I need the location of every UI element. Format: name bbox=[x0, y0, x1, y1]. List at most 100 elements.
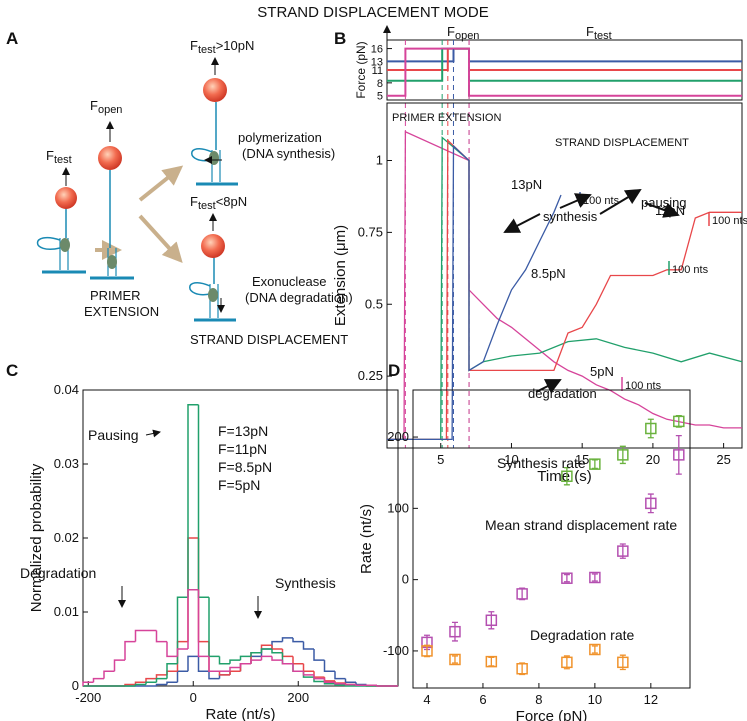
error-bar bbox=[647, 493, 654, 514]
histogram-step bbox=[197, 538, 209, 643]
histogram-step bbox=[166, 681, 178, 685]
histogram-step bbox=[334, 682, 346, 685]
histogram-step bbox=[281, 649, 293, 658]
histogram-step bbox=[208, 671, 220, 680]
annotation: 11pN bbox=[655, 203, 685, 218]
panel-a-diagram: Ftest Fopen PRIMER EXTENSION Ftest>10pN … bbox=[36, 38, 353, 347]
histogram-step bbox=[271, 640, 283, 649]
annotation: STRAND DISPLACEMENT bbox=[555, 137, 689, 149]
histogram-step bbox=[302, 663, 314, 672]
error-bar bbox=[591, 459, 598, 470]
histogram-step bbox=[239, 655, 251, 661]
histogram-step bbox=[197, 404, 209, 598]
force-label: Ftest bbox=[46, 148, 72, 166]
histogram-step bbox=[271, 649, 283, 654]
marker bbox=[516, 588, 528, 600]
data-line bbox=[387, 136, 743, 441]
x-tick-label: 25 bbox=[716, 452, 730, 467]
histogram-step bbox=[355, 682, 367, 686]
annotation: Synthesis bbox=[275, 575, 336, 591]
histogram-step bbox=[187, 655, 199, 672]
y-tick-label: 1 bbox=[376, 153, 383, 168]
histogram-step bbox=[281, 660, 293, 665]
y-tick-label: 0.5 bbox=[365, 296, 383, 311]
histogram-step bbox=[260, 648, 272, 653]
stage-label: polymerization bbox=[238, 130, 322, 145]
y-tick-label: -100 bbox=[383, 643, 409, 658]
histogram-step bbox=[334, 680, 346, 684]
error-bar bbox=[591, 645, 598, 654]
histogram-step bbox=[208, 597, 220, 658]
y-tick-label: 11 bbox=[372, 65, 383, 77]
marker bbox=[617, 545, 629, 557]
histogram-step bbox=[155, 677, 167, 683]
marker bbox=[589, 643, 601, 656]
x-tick-label: 20 bbox=[646, 452, 660, 467]
y-tick-label: 16 bbox=[371, 44, 383, 56]
histogram-step bbox=[250, 651, 262, 664]
y-tick-label: 0.75 bbox=[358, 224, 383, 239]
force-label: Ftest>10pN bbox=[190, 38, 254, 56]
x-tick-label: -200 bbox=[75, 690, 101, 705]
error-bar bbox=[675, 434, 682, 475]
histogram-step bbox=[344, 685, 356, 687]
force-label: Ftest<8pN bbox=[190, 194, 247, 212]
marker bbox=[645, 422, 657, 435]
histogram-step bbox=[302, 671, 314, 676]
histogram-step bbox=[313, 671, 325, 678]
scale-bar-label: 100 nts bbox=[712, 215, 747, 227]
histogram-step bbox=[229, 666, 241, 672]
panel-label: A bbox=[6, 29, 18, 48]
y-tick-label: 13 bbox=[371, 56, 383, 68]
annotation-arrow bbox=[559, 193, 592, 209]
annotation: Degradation bbox=[20, 565, 96, 581]
x-tick-label: 200 bbox=[287, 690, 309, 705]
force-label: Fopen bbox=[447, 24, 479, 42]
marker bbox=[485, 614, 498, 627]
marker bbox=[561, 572, 573, 584]
panel-label: B bbox=[334, 29, 346, 48]
annotation-arrow bbox=[599, 188, 642, 215]
marker bbox=[485, 655, 498, 668]
histogram-step bbox=[292, 663, 304, 672]
stage-label: Exonuclease bbox=[252, 274, 326, 289]
error-bar bbox=[647, 418, 654, 439]
annotation: Pausing bbox=[88, 427, 139, 443]
y-tick-label: 0 bbox=[72, 678, 79, 693]
x-tick-label: 5 bbox=[437, 452, 444, 467]
force-label-main: F bbox=[447, 24, 455, 39]
force-label: Fopen bbox=[90, 98, 122, 116]
data-line bbox=[387, 47, 742, 82]
histogram-step bbox=[229, 659, 241, 664]
y-tick-label: 100 bbox=[387, 500, 409, 515]
stage-label: PRIMER bbox=[90, 288, 141, 303]
y-tick-label: 0.01 bbox=[54, 604, 79, 619]
marker bbox=[449, 625, 461, 638]
y-tick-label: 8 bbox=[377, 78, 383, 90]
marker bbox=[617, 449, 629, 461]
marker bbox=[516, 663, 528, 675]
legend-entry: F=11pN bbox=[218, 441, 267, 457]
x-tick-label: 4 bbox=[423, 692, 430, 707]
error-bar bbox=[519, 662, 526, 676]
x-tick-label: 0 bbox=[190, 690, 197, 705]
histogram-step bbox=[145, 681, 157, 685]
error-bar bbox=[451, 621, 458, 642]
marker bbox=[589, 458, 601, 470]
force-label-sub: test bbox=[594, 30, 612, 42]
histogram-step bbox=[250, 659, 262, 664]
histogram-step bbox=[376, 685, 388, 687]
histogram-step bbox=[344, 683, 356, 686]
x-tick-label: 12 bbox=[644, 692, 658, 707]
y-tick-label: 0.02 bbox=[54, 530, 79, 545]
annotation: degradation bbox=[528, 386, 597, 401]
error-bar bbox=[619, 445, 626, 465]
histogram-step bbox=[155, 683, 167, 686]
annotation: 8.5pN bbox=[531, 266, 566, 281]
series-label: Synthesis rate bbox=[497, 455, 586, 471]
histogram-step bbox=[313, 649, 325, 661]
histogram-step bbox=[355, 684, 367, 687]
histogram-step bbox=[197, 656, 209, 672]
marker bbox=[449, 653, 461, 666]
